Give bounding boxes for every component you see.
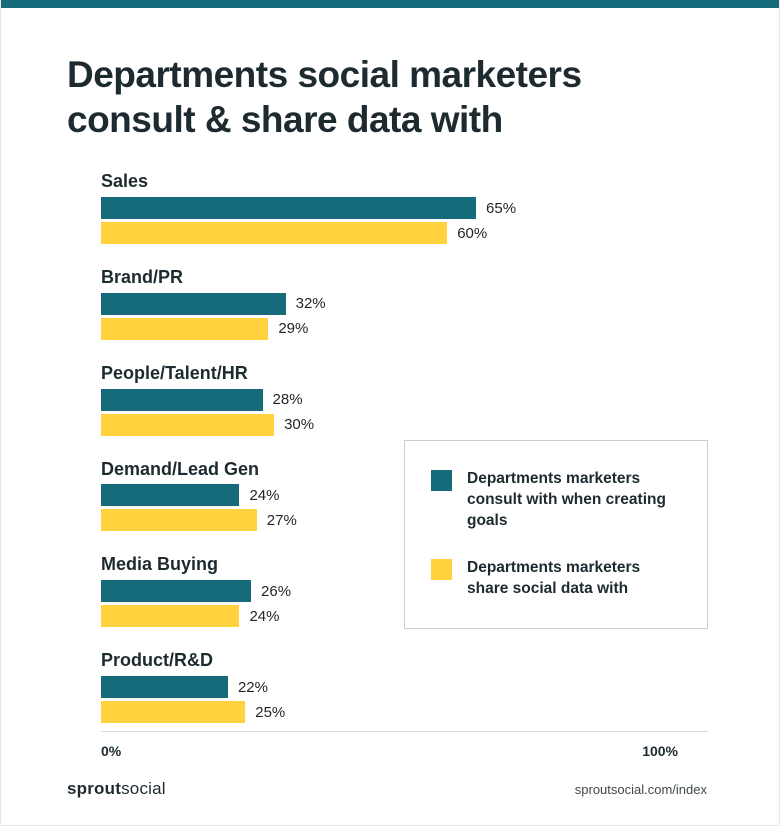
value-label: 29% bbox=[278, 320, 309, 338]
bar-row: 60% bbox=[101, 222, 678, 245]
bar-row: 28% bbox=[101, 388, 678, 411]
value-label: 60% bbox=[457, 224, 488, 242]
consult-bar bbox=[101, 484, 240, 507]
consult-bar bbox=[101, 388, 263, 411]
value-label: 65% bbox=[486, 199, 517, 217]
category-label: Brand/PR bbox=[101, 267, 184, 288]
value-label: 32% bbox=[295, 295, 326, 313]
value-label: 25% bbox=[255, 703, 286, 721]
bar-group: Media Buying 26% 24% bbox=[101, 554, 678, 628]
category-label: Demand/Lead Gen bbox=[101, 458, 260, 479]
consult-swatch-icon bbox=[431, 470, 452, 492]
share-bar bbox=[101, 222, 448, 245]
footer-link: sproutsocial.com/index bbox=[574, 781, 707, 797]
bar-row: 22% bbox=[101, 676, 678, 699]
brand-logo: sproutsocial bbox=[67, 779, 166, 799]
category-label: People/Talent/HR bbox=[101, 362, 248, 383]
value-label: 28% bbox=[272, 391, 303, 409]
share-swatch-icon bbox=[431, 559, 452, 581]
share-bar bbox=[101, 605, 240, 628]
bar-groups: Sales 65% 60% Brand/PR 32% 29% People/Talent/H… bbox=[101, 171, 678, 724]
brand-logo-bold: sprout bbox=[67, 779, 122, 798]
value-label: 26% bbox=[261, 582, 292, 600]
share-bar bbox=[101, 701, 246, 724]
value-label: 24% bbox=[249, 486, 280, 504]
bar-group: Brand/PR 32% 29% bbox=[101, 267, 678, 340]
value-label: 30% bbox=[284, 416, 315, 434]
category-label: Sales bbox=[101, 171, 149, 192]
category-label: Product/R&D bbox=[101, 650, 213, 671]
share-bar bbox=[101, 317, 269, 340]
consult-bar bbox=[101, 676, 228, 699]
value-label: 24% bbox=[249, 607, 280, 625]
share-bar bbox=[101, 509, 257, 532]
footer: sproutsocial sproutsocial.com/index bbox=[1, 779, 779, 799]
value-label: 22% bbox=[237, 678, 268, 696]
legend-box: Departments marketers consult with when … bbox=[404, 440, 708, 629]
bar-row: 25% bbox=[101, 701, 678, 724]
bar-chart: Sales 65% 60% Brand/PR 32% 29% People/Talent/H… bbox=[101, 171, 708, 724]
bar-row: 30% bbox=[101, 413, 678, 436]
legend-item-share: Departments marketers share social data … bbox=[431, 558, 681, 600]
legend-label-consult: Departments marketers consult with when … bbox=[467, 470, 666, 530]
bar-row: 65% bbox=[101, 197, 678, 220]
bar-group: Demand/Lead Gen 24% 27% bbox=[101, 458, 678, 532]
consult-bar bbox=[101, 580, 252, 603]
title-line-1: Departments social marketers bbox=[67, 54, 582, 95]
bar-group: People/Talent/HR 28% 30% bbox=[101, 362, 678, 436]
bar-group: Product/R&D 22% 25% bbox=[101, 650, 678, 724]
bar-row: 24% bbox=[101, 484, 678, 507]
consult-bar bbox=[101, 292, 286, 315]
bar-group: Sales 65% 60% bbox=[101, 171, 678, 245]
x-axis-labels: 0% 100% bbox=[101, 743, 678, 759]
share-bar bbox=[101, 413, 275, 436]
x-axis: 0% 100% bbox=[101, 731, 708, 759]
consult-bar bbox=[101, 197, 477, 220]
bar-row: 29% bbox=[101, 317, 678, 340]
x-axis-min-label: 0% bbox=[101, 743, 122, 760]
category-label: Media Buying bbox=[101, 554, 219, 575]
bar-row: 27% bbox=[101, 509, 678, 532]
top-accent-bar bbox=[1, 0, 779, 8]
value-label: 27% bbox=[266, 511, 297, 529]
bar-row: 24% bbox=[101, 605, 678, 628]
bar-row: 26% bbox=[101, 580, 678, 603]
legend-item-consult: Departments marketers consult with when … bbox=[431, 469, 681, 532]
brand-logo-regular: social bbox=[121, 779, 166, 798]
x-axis-line bbox=[101, 731, 708, 733]
legend-label-share: Departments marketers share social data … bbox=[467, 559, 641, 597]
title-line-2: consult & share data with bbox=[67, 99, 503, 141]
x-axis-max-label: 100% bbox=[642, 743, 678, 760]
bar-row: 32% bbox=[101, 292, 678, 315]
page-title: Departments social marketers consult & sh… bbox=[67, 52, 709, 142]
